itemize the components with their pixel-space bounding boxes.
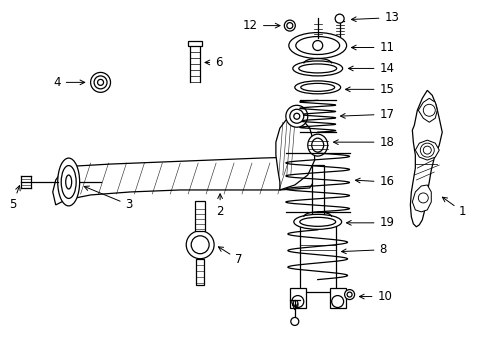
Polygon shape: [414, 140, 438, 160]
Text: 8: 8: [341, 243, 386, 256]
Text: 12: 12: [243, 19, 280, 32]
Ellipse shape: [286, 23, 292, 28]
Text: 9: 9: [290, 299, 298, 312]
Polygon shape: [409, 90, 441, 227]
Ellipse shape: [417, 193, 427, 203]
Ellipse shape: [291, 296, 303, 307]
Text: 3: 3: [84, 186, 133, 211]
Ellipse shape: [423, 146, 430, 154]
Text: 18: 18: [333, 136, 393, 149]
Text: 14: 14: [348, 62, 394, 75]
Text: 4: 4: [53, 76, 84, 89]
Text: 16: 16: [355, 175, 394, 189]
Bar: [196, 259, 203, 285]
Ellipse shape: [344, 289, 354, 300]
Ellipse shape: [61, 166, 76, 198]
Ellipse shape: [94, 76, 107, 89]
Text: 11: 11: [351, 41, 394, 54]
Ellipse shape: [334, 14, 344, 23]
Ellipse shape: [299, 217, 335, 226]
Ellipse shape: [288, 32, 346, 58]
Ellipse shape: [298, 64, 336, 73]
Ellipse shape: [294, 81, 340, 94]
Bar: [289, 288, 305, 307]
Bar: [329, 288, 345, 307]
Ellipse shape: [346, 292, 351, 297]
Polygon shape: [275, 116, 314, 190]
Text: 2: 2: [216, 194, 224, 219]
Ellipse shape: [295, 37, 339, 54]
Ellipse shape: [90, 72, 110, 92]
Ellipse shape: [423, 104, 434, 116]
Ellipse shape: [285, 105, 307, 127]
Ellipse shape: [311, 138, 323, 152]
Ellipse shape: [300, 84, 334, 91]
Text: 1: 1: [442, 197, 466, 219]
Text: 19: 19: [346, 216, 394, 229]
Text: 5: 5: [9, 186, 20, 211]
Ellipse shape: [307, 134, 327, 156]
Ellipse shape: [293, 214, 341, 229]
Ellipse shape: [292, 61, 342, 76]
Ellipse shape: [331, 296, 343, 307]
Text: 15: 15: [345, 83, 393, 96]
Text: 6: 6: [204, 56, 222, 69]
Text: 17: 17: [340, 108, 394, 121]
Ellipse shape: [293, 113, 299, 119]
Ellipse shape: [420, 143, 433, 157]
Bar: [188, 41, 202, 45]
Bar: [195, 201, 205, 231]
Polygon shape: [411, 185, 430, 212]
Ellipse shape: [58, 158, 80, 206]
Polygon shape: [417, 98, 436, 122]
Ellipse shape: [191, 236, 209, 254]
Bar: [311, 165, 323, 255]
Bar: [299, 217, 335, 292]
Ellipse shape: [186, 231, 214, 259]
Ellipse shape: [284, 20, 295, 31]
Ellipse shape: [289, 109, 303, 123]
Ellipse shape: [98, 80, 103, 85]
Text: 10: 10: [359, 290, 391, 303]
Ellipse shape: [65, 175, 72, 189]
Text: 7: 7: [218, 247, 242, 266]
Text: 13: 13: [351, 11, 399, 24]
Polygon shape: [53, 157, 314, 205]
Ellipse shape: [312, 41, 322, 50]
Ellipse shape: [290, 318, 298, 325]
